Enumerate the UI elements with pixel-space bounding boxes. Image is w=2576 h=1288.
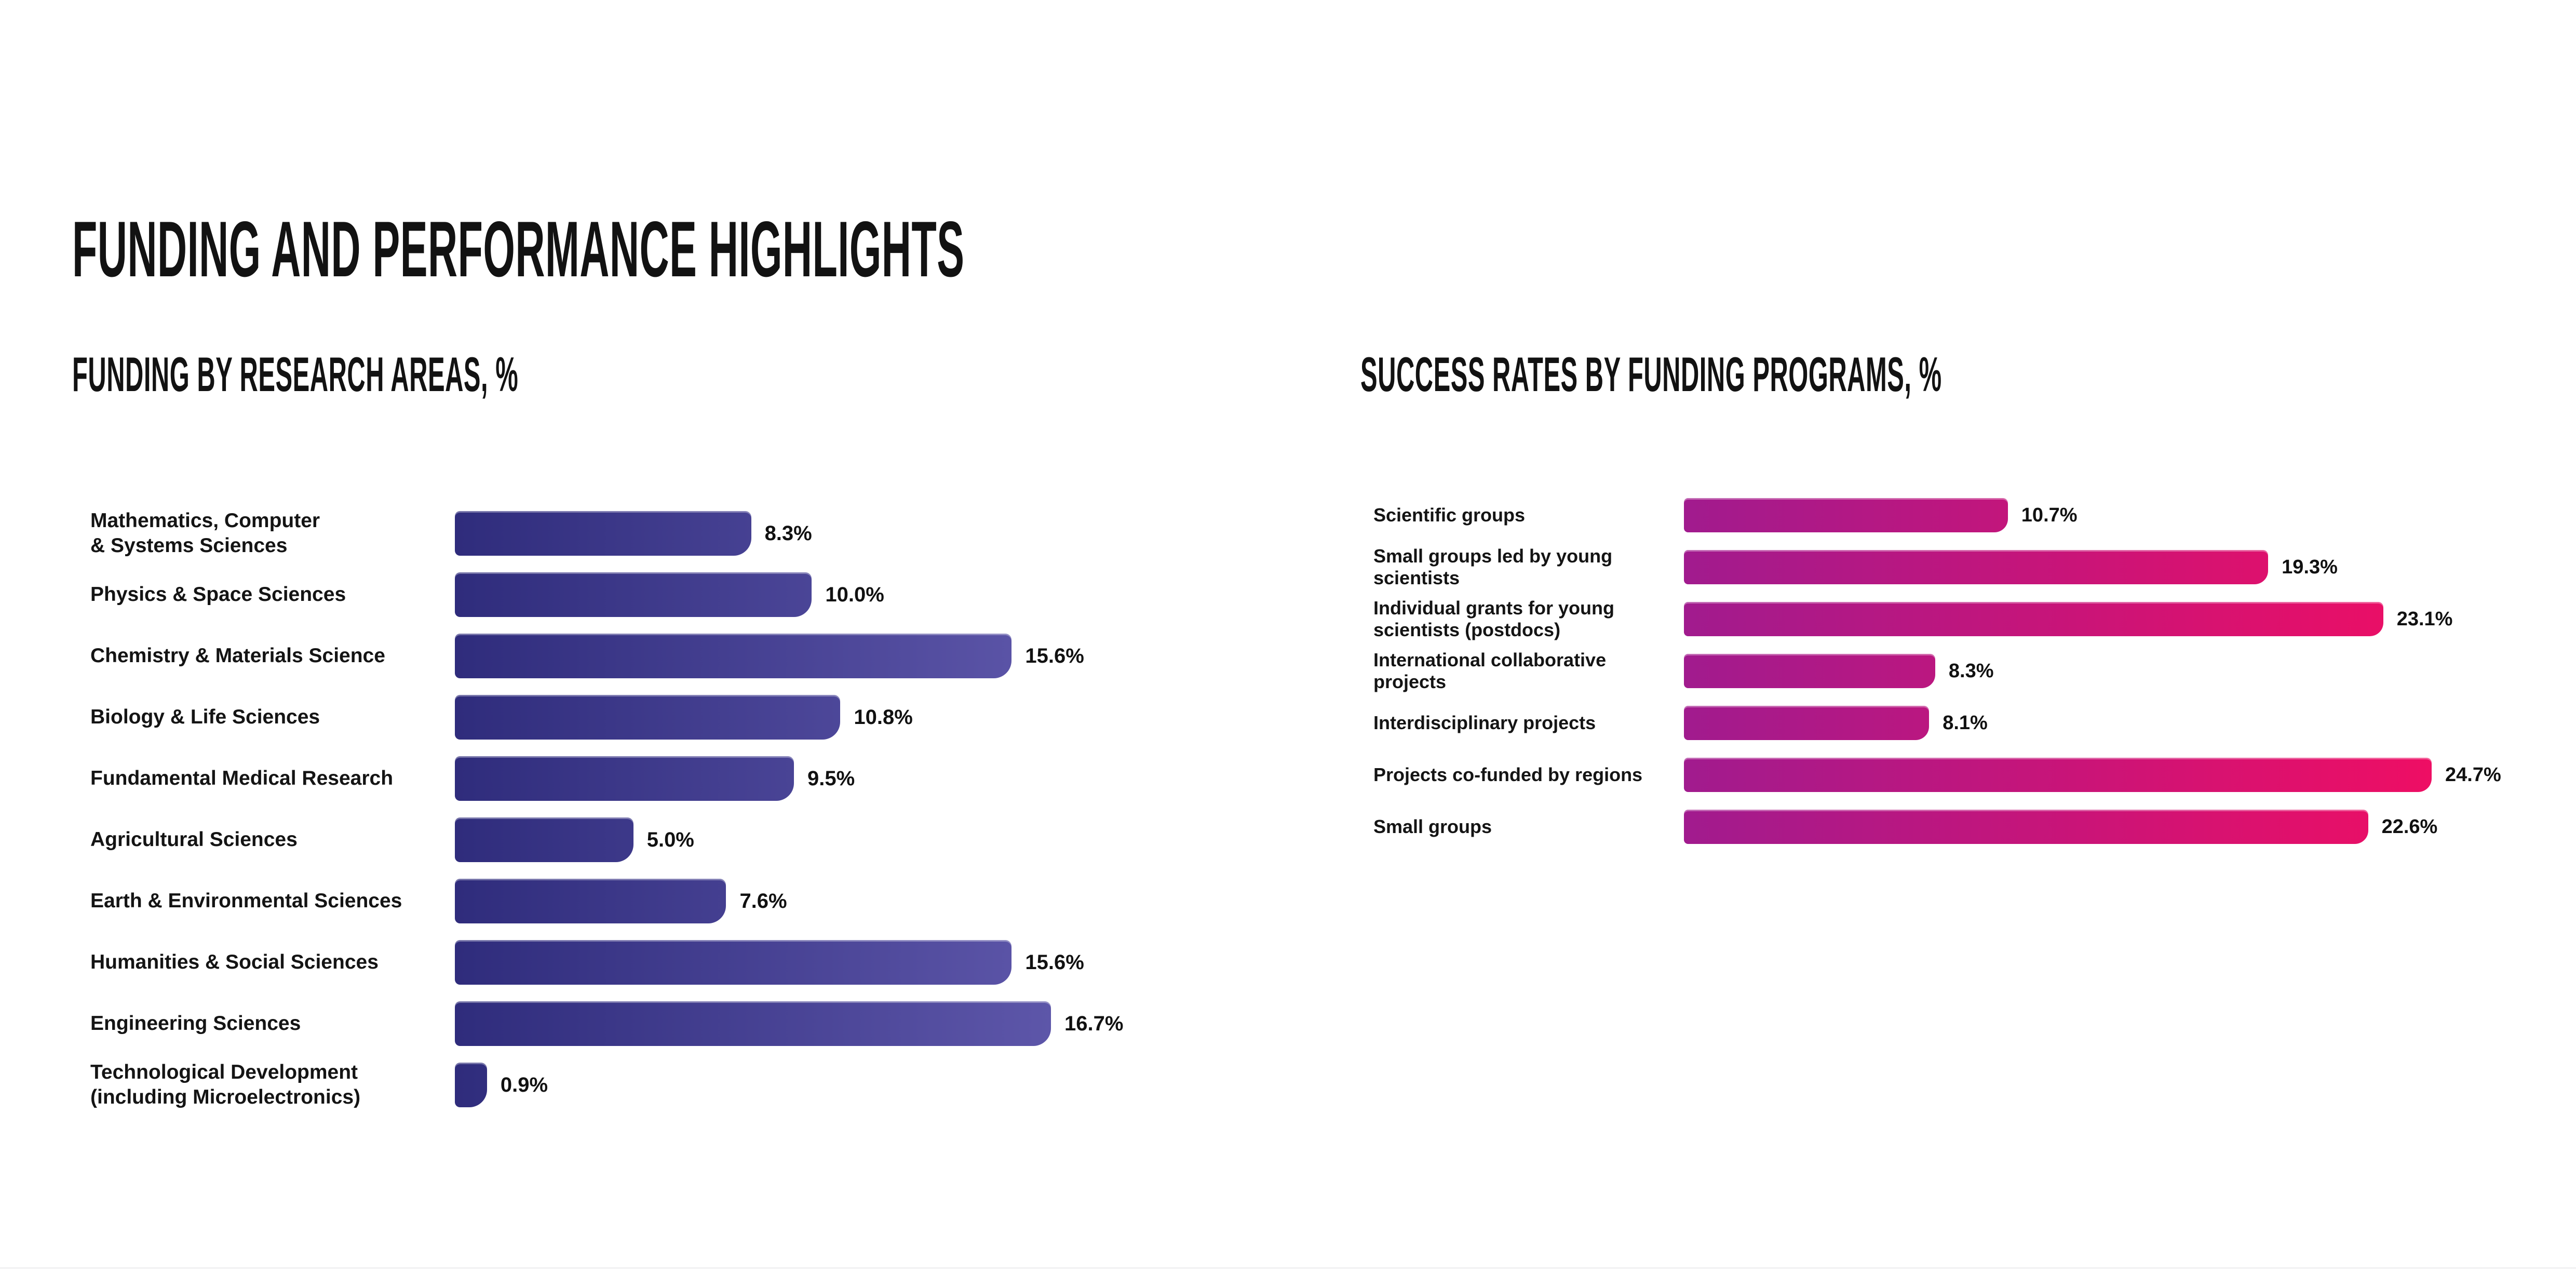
chart-row: International collaborative projects 8.3… [1373, 645, 2568, 697]
value-label: 7.6% [739, 889, 787, 913]
bar [1684, 498, 2008, 532]
category-label: Individual grants for young scientists (… [1373, 597, 1615, 640]
bar-wrap: 16.7% [455, 1001, 1337, 1046]
bar [1684, 550, 2269, 584]
value-label: 0.9% [500, 1073, 548, 1096]
value-label: 16.7% [1064, 1012, 1124, 1035]
value-label: 8.3% [1948, 660, 1994, 682]
bar-wrap: 5.0% [455, 817, 1337, 862]
bar [1684, 602, 2383, 636]
bar [455, 879, 726, 923]
right-chart-title-text: SUCCESS RATES BY FUNDING PROGRAMS, % [1360, 347, 1942, 402]
chart-rows: Scientific groups 10.7% Small groups led… [1373, 489, 2568, 853]
bar-wrap: 8.1% [1684, 706, 2568, 740]
value-label: 22.6% [2381, 815, 2438, 838]
chart-row: Earth & Environmental Sciences 7.6% [90, 870, 1337, 932]
chart-row: Humanities & Social Sciences 15.6% [90, 932, 1337, 993]
bar [1684, 810, 2368, 844]
category-label: Engineering Sciences [90, 1012, 301, 1035]
bar [455, 511, 751, 556]
bar [1684, 706, 1930, 740]
value-label: 23.1% [2396, 608, 2453, 630]
bar [455, 756, 794, 801]
bar-wrap: 15.6% [455, 940, 1337, 985]
category-label: Chemistry & Materials Science [90, 645, 385, 667]
chart-row: Scientific groups 10.7% [1373, 489, 2568, 541]
category-label: Humanities & Social Sciences [90, 951, 379, 973]
value-label: 9.5% [807, 767, 855, 790]
value-label: 15.6% [1025, 644, 1084, 667]
bar [1684, 758, 2432, 792]
category-label: Fundamental Medical Research [90, 767, 394, 789]
category-label: Agricultural Sciences [90, 828, 298, 851]
bar-wrap: 23.1% [1684, 602, 2568, 636]
chart-row: Agricultural Sciences 5.0% [90, 809, 1337, 870]
value-label: 19.3% [2282, 556, 2338, 578]
category-label: Earth & Environmental Sciences [90, 890, 402, 912]
value-label: 15.6% [1025, 950, 1084, 974]
chart-row: Chemistry & Materials Science 15.6% [90, 625, 1337, 687]
chart-row: Technological Development (including Mic… [90, 1054, 1337, 1116]
bar [455, 1001, 1051, 1046]
footer-divider-line [0, 1267, 2576, 1269]
bar-wrap: 15.6% [455, 634, 1337, 678]
chart-row: Fundamental Medical Research 9.5% [90, 748, 1337, 809]
value-label: 24.7% [2445, 763, 2501, 786]
chart-row: Engineering Sciences 16.7% [90, 993, 1337, 1054]
chart-row: Mathematics, Computer & Systems Sciences… [90, 503, 1337, 564]
chart-row: Biology & Life Sciences 10.8% [90, 687, 1337, 748]
success-rates-by-funding-programs-chart: Scientific groups 10.7% Small groups led… [1373, 489, 2568, 853]
value-label: 10.7% [2021, 504, 2078, 526]
bar-wrap: 10.7% [1684, 498, 2568, 532]
category-label: Scientific groups [1373, 504, 1526, 526]
category-label: Physics & Space Sciences [90, 583, 346, 606]
value-label: 5.0% [646, 828, 694, 851]
category-label: Mathematics, Computer & Systems Sciences [90, 509, 320, 557]
left-chart-title-text: FUNDING BY RESEARCH AREAS, % [72, 347, 519, 402]
value-label: 8.3% [764, 521, 812, 545]
value-label: 10.8% [854, 705, 913, 729]
bar [455, 695, 841, 740]
chart-row: Individual grants for young scientists (… [1373, 593, 2568, 645]
bar-wrap: 19.3% [1684, 550, 2568, 584]
bar-wrap: 8.3% [1684, 654, 2568, 688]
bar-wrap: 8.3% [455, 511, 1337, 556]
category-label: International collaborative projects [1373, 649, 1607, 692]
category-label: Interdisciplinary projects [1373, 712, 1596, 733]
value-label: 10.0% [825, 583, 884, 606]
category-label: Technological Development (including Mic… [90, 1061, 361, 1108]
category-label: Small groups [1373, 816, 1492, 837]
bar [1684, 654, 1935, 688]
page-title-text: FUNDING AND PERFORMANCE HIGHLIGHTS [72, 205, 965, 293]
bar-wrap: 10.0% [455, 572, 1337, 617]
category-label: Projects co-funded by regions [1373, 764, 1643, 785]
chart-row: Small groups led by young scientists 19.… [1373, 541, 2568, 593]
chart-rows: Mathematics, Computer & Systems Sciences… [90, 503, 1337, 1116]
category-label: Small groups led by young scientists [1373, 545, 1613, 588]
bar [455, 572, 812, 617]
category-label: Biology & Life Sciences [90, 706, 320, 728]
bar [455, 1063, 487, 1107]
bar [455, 817, 633, 862]
bar-wrap: 24.7% [1684, 758, 2568, 792]
chart-row: Projects co-funded by regions 24.7% [1373, 749, 2568, 801]
chart-row: Interdisciplinary projects 8.1% [1373, 697, 2568, 749]
bar-wrap: 22.6% [1684, 810, 2568, 844]
bar-wrap: 0.9% [455, 1063, 1337, 1107]
right-chart-title: SUCCESS RATES BY FUNDING PROGRAMS, % [1360, 350, 2478, 399]
left-chart-title: FUNDING BY RESEARCH AREAS, % [72, 350, 930, 399]
funding-by-research-areas-chart: Mathematics, Computer & Systems Sciences… [90, 503, 1337, 1116]
bar [455, 634, 1012, 678]
value-label: 8.1% [1943, 712, 1988, 734]
bar-wrap: 7.6% [455, 879, 1337, 923]
page-title: FUNDING AND PERFORMANCE HIGHLIGHTS [72, 210, 1788, 289]
bar [455, 940, 1012, 985]
bar-wrap: 9.5% [455, 756, 1337, 801]
chart-row: Physics & Space Sciences 10.0% [90, 564, 1337, 625]
chart-row: Small groups 22.6% [1373, 801, 2568, 853]
bar-wrap: 10.8% [455, 695, 1337, 740]
